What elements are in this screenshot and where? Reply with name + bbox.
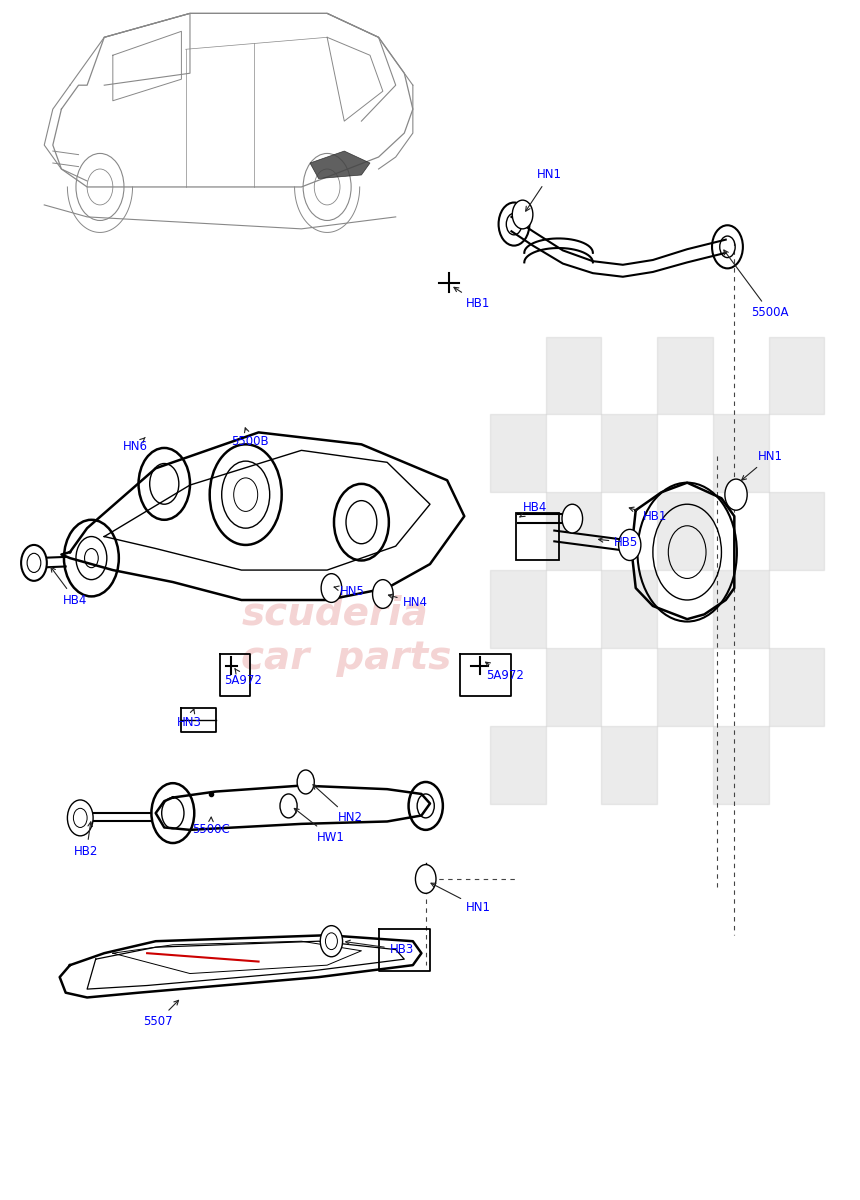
Text: HN1: HN1 — [741, 450, 783, 480]
Circle shape — [67, 800, 93, 836]
Text: 5500C: 5500C — [192, 817, 230, 836]
Text: HB3: HB3 — [346, 940, 414, 956]
Text: 5507: 5507 — [143, 1001, 179, 1028]
Circle shape — [321, 574, 341, 602]
Text: HB2: HB2 — [74, 822, 99, 858]
Polygon shape — [310, 151, 370, 179]
Text: scuderia
car  parts: scuderia car parts — [242, 595, 452, 677]
Circle shape — [513, 200, 533, 229]
Bar — [490, 726, 546, 804]
Bar — [601, 414, 657, 492]
Circle shape — [298, 770, 314, 794]
Bar — [769, 648, 825, 726]
Bar — [546, 337, 601, 414]
Circle shape — [618, 529, 641, 560]
Bar — [713, 570, 769, 648]
Text: HB1: HB1 — [630, 508, 667, 523]
Text: HN5: HN5 — [335, 586, 365, 598]
Text: 5A972: 5A972 — [224, 668, 262, 686]
Bar — [490, 570, 546, 648]
Text: HW1: HW1 — [294, 809, 345, 844]
Circle shape — [562, 504, 582, 533]
Circle shape — [280, 794, 298, 818]
Bar — [490, 414, 546, 492]
Circle shape — [372, 580, 393, 608]
Text: HN6: HN6 — [123, 438, 148, 454]
Bar — [769, 337, 825, 414]
Text: HN2: HN2 — [313, 785, 362, 824]
Text: HN3: HN3 — [177, 709, 202, 728]
Bar — [601, 726, 657, 804]
Bar — [769, 492, 825, 570]
Text: HN1: HN1 — [525, 168, 562, 211]
Bar — [546, 492, 601, 570]
Text: HN1: HN1 — [431, 883, 491, 914]
Circle shape — [22, 545, 46, 581]
Bar — [657, 648, 713, 726]
Circle shape — [725, 479, 747, 510]
Text: 5500A: 5500A — [724, 250, 789, 319]
Bar — [657, 492, 713, 570]
Text: HB1: HB1 — [454, 287, 490, 310]
Bar — [713, 414, 769, 492]
Text: HB5: HB5 — [599, 536, 639, 550]
Text: HN4: HN4 — [389, 594, 427, 608]
Text: HB4: HB4 — [519, 502, 547, 517]
Circle shape — [320, 925, 342, 956]
Text: HB4: HB4 — [51, 568, 88, 606]
Bar — [546, 648, 601, 726]
Bar — [713, 726, 769, 804]
Bar — [657, 337, 713, 414]
Circle shape — [415, 864, 436, 893]
Text: 5500B: 5500B — [231, 428, 268, 449]
Text: 5A972: 5A972 — [486, 662, 524, 682]
Bar — [601, 570, 657, 648]
